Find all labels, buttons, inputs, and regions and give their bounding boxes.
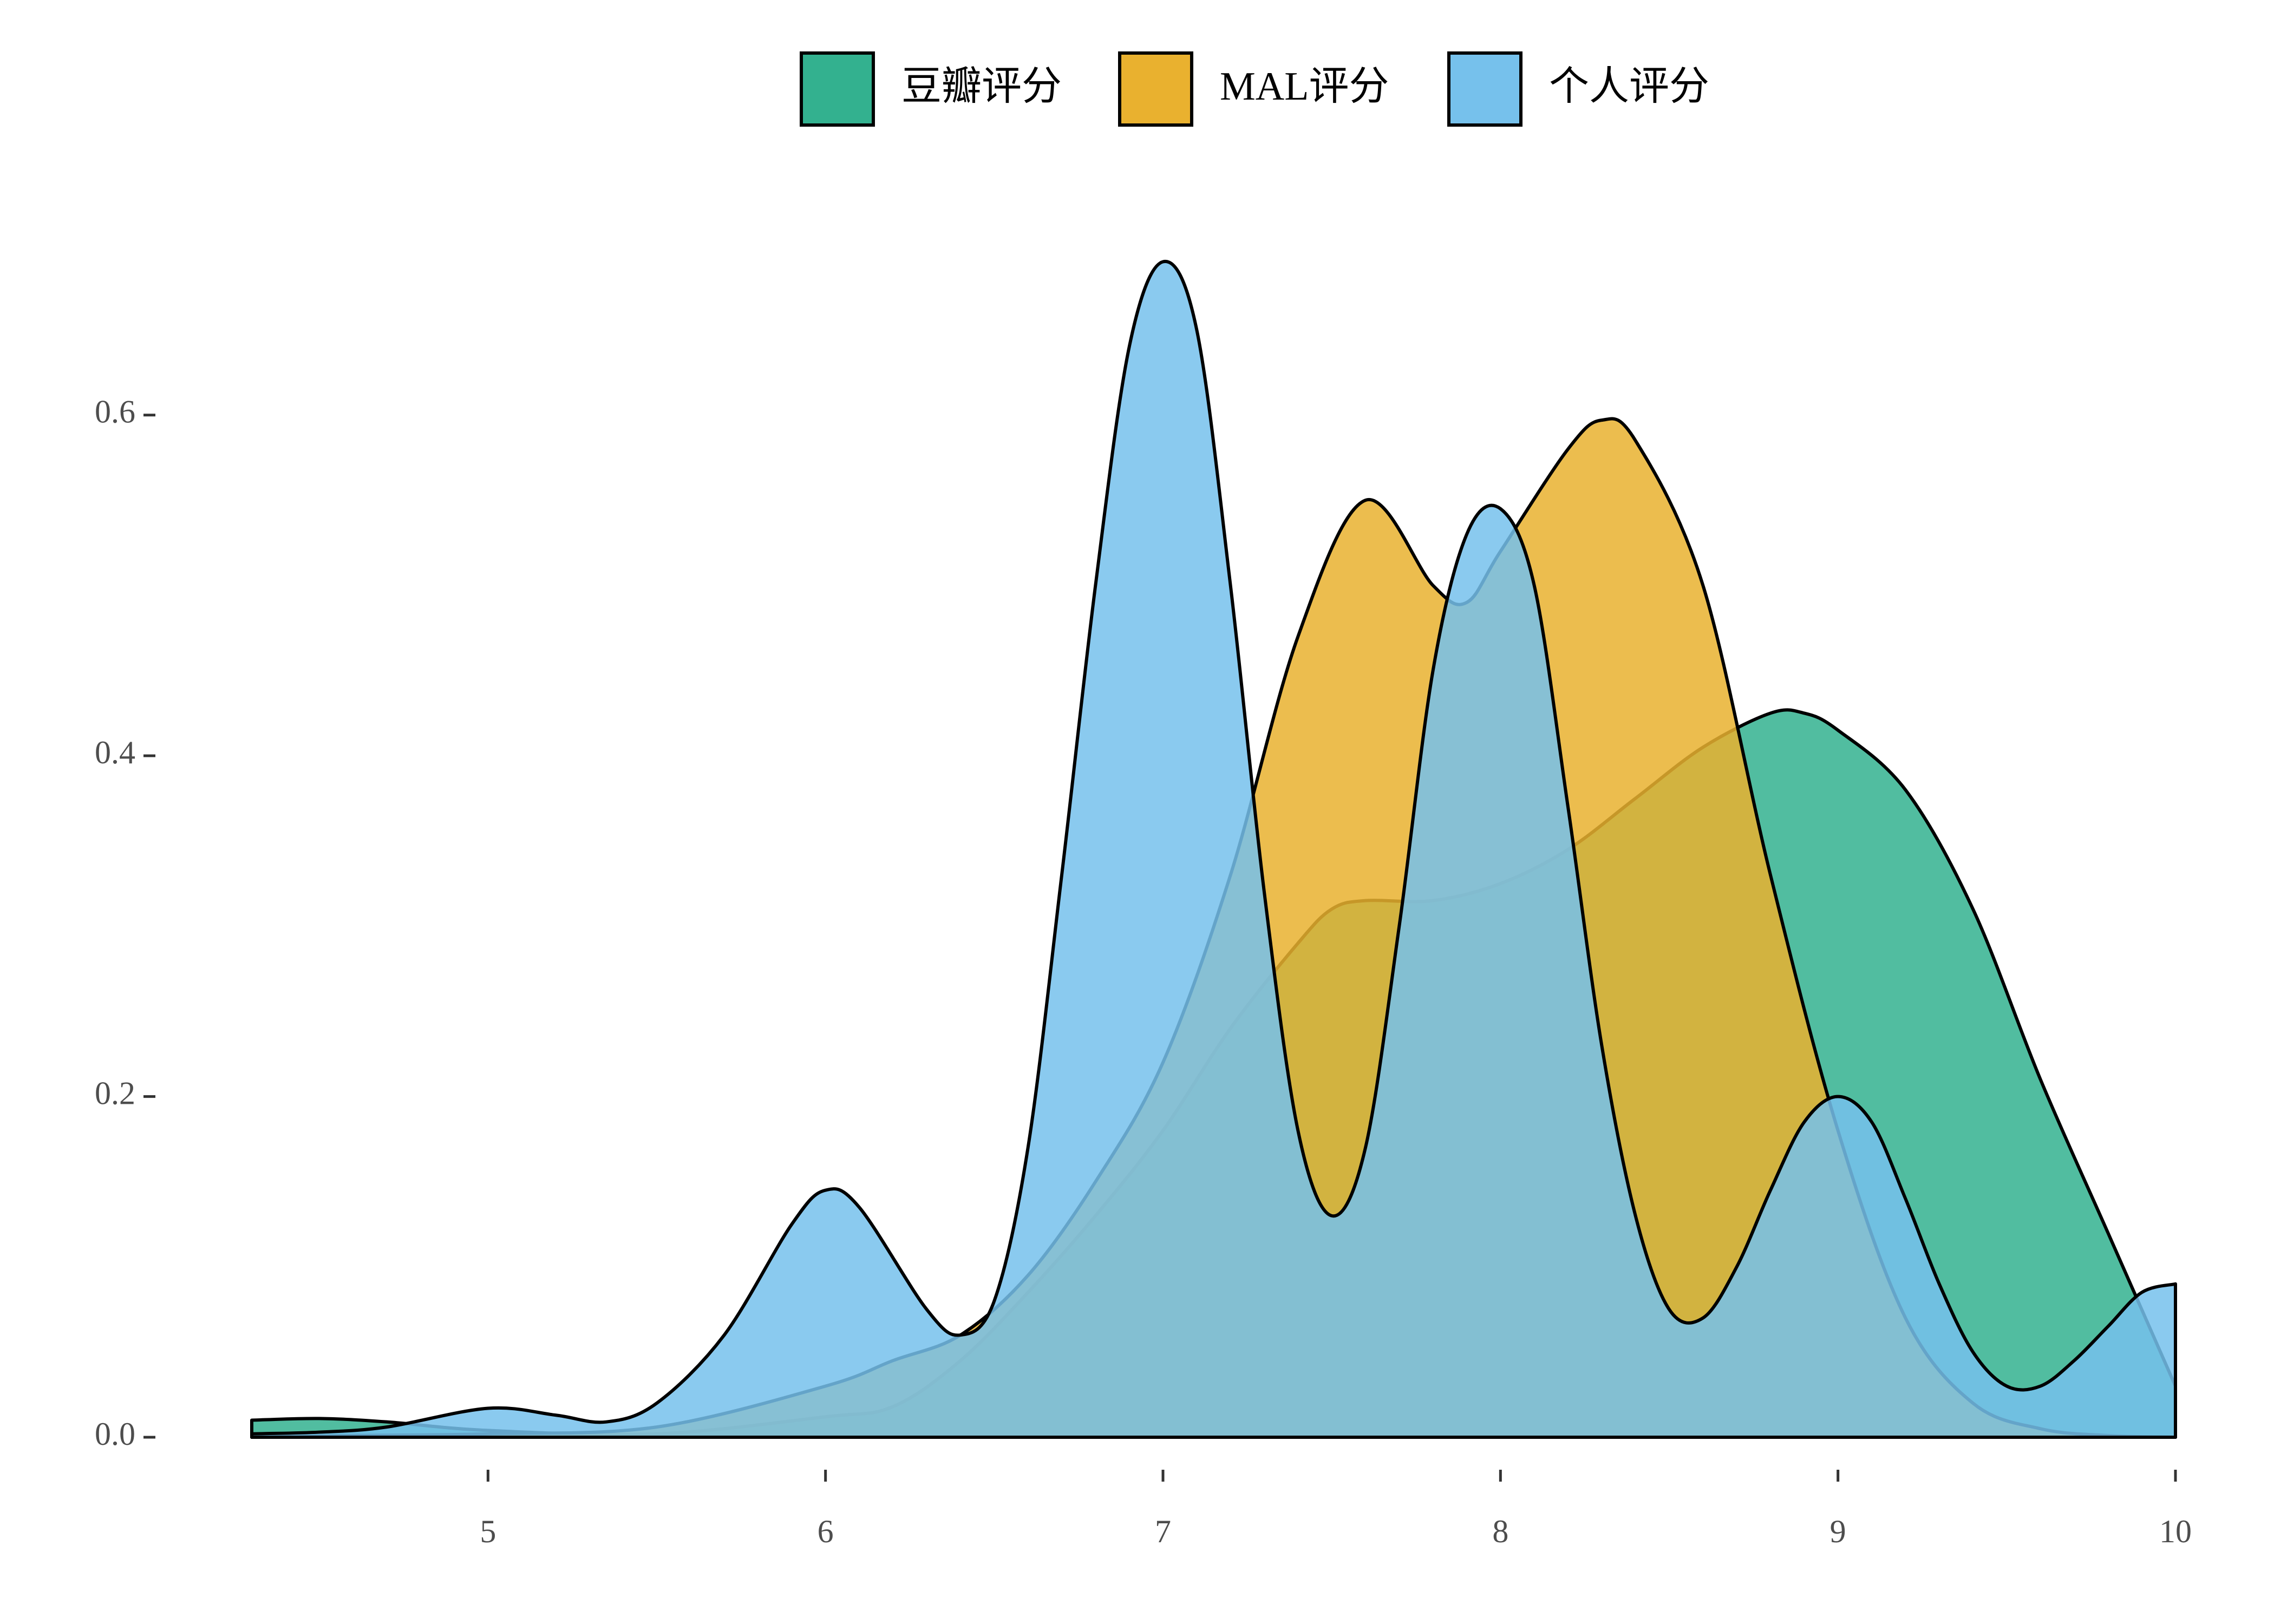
x-tick-label: 9 [1830,1514,1846,1549]
y-tick-label: 0.4 [95,735,135,770]
density-area [250,259,2177,1439]
x-tick-label: 7 [1155,1514,1171,1549]
x-tick-label: 8 [1492,1514,1508,1549]
legend-key [1118,51,1193,127]
x-tick-label: 5 [480,1514,496,1549]
y-tick-label: 0.2 [95,1075,135,1111]
legend-label: MAL评分 [1220,64,1389,109]
legend-label: 个人评分 [1549,64,1709,109]
legend-label: 豆瓣评分 [901,64,1062,109]
y-tick-label: 0.6 [95,394,135,429]
x-tick-label: 10 [2159,1514,2192,1549]
legend-key [1447,51,1522,127]
legend-key [800,51,875,127]
x-tick-label: 6 [818,1514,834,1549]
y-tick-label: 0.0 [95,1416,135,1452]
